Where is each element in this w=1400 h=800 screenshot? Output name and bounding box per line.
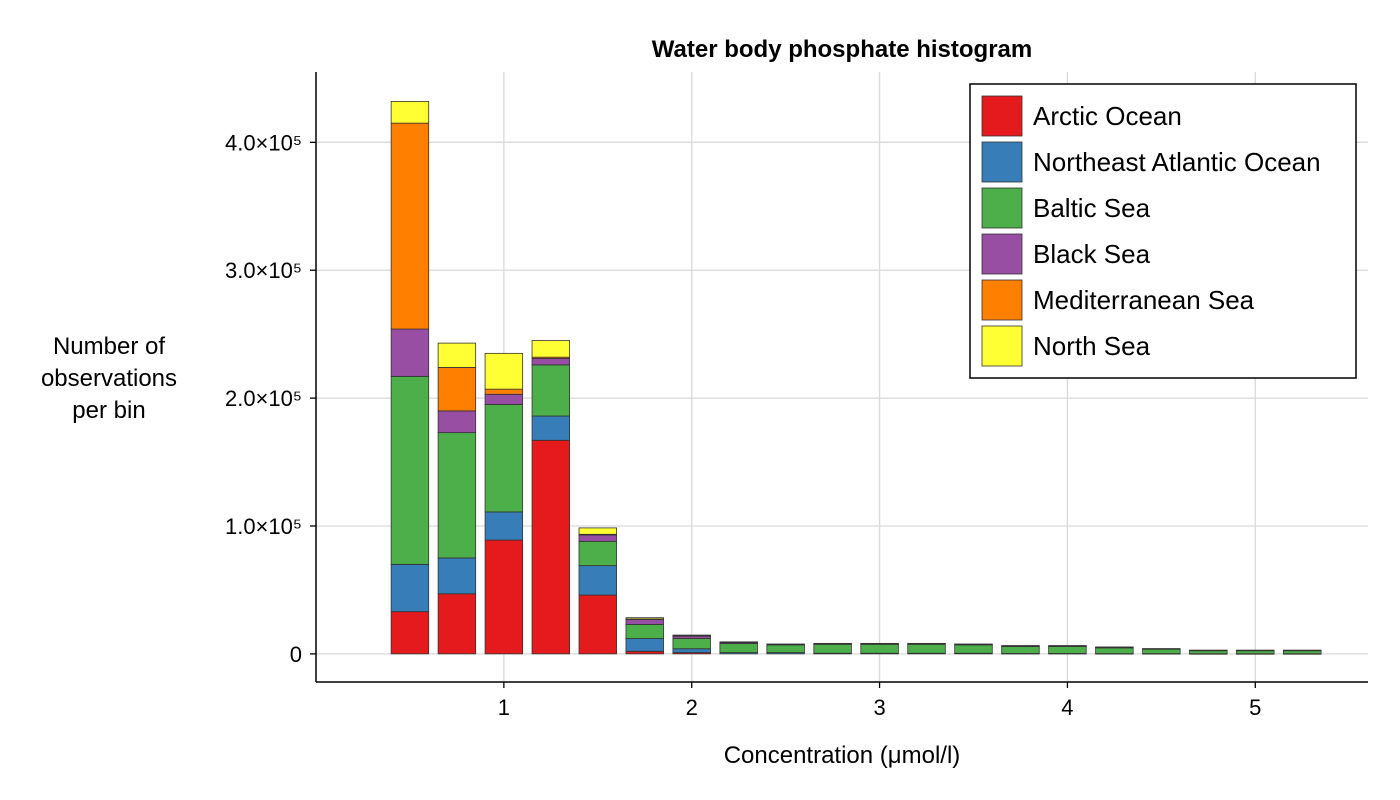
legend-label-mediterranean-sea: Mediterranean Sea	[1033, 285, 1255, 315]
x-tick-label-1: 1	[498, 695, 510, 720]
bar-black-sea-bin-0	[390, 328, 430, 377]
legend-swatch-north-sea	[981, 325, 1023, 367]
bar-north-sea-bin-3	[531, 340, 571, 358]
legend: Arctic Ocean Northeast Atlantic Ocean Balt…	[969, 83, 1357, 379]
bar-north-sea-bin-5	[625, 617, 664, 620]
bar-northeast-atlantic-ocean-bin-2	[484, 511, 524, 541]
y-axis-label-line-2: observations	[41, 365, 177, 392]
legend-swatch-northeast-atlantic-ocean	[981, 141, 1023, 183]
bar-baltic-sea-bin-6	[672, 638, 711, 650]
y-tick-label-1: 1.0×10⁵	[225, 514, 302, 539]
bar-baltic-sea-bin-3	[531, 364, 571, 417]
bar-arctic-ocean-bin-4	[578, 594, 617, 655]
bar-north-sea-bin-4	[578, 527, 617, 535]
bar-black-sea-bin-1	[437, 410, 477, 434]
bar-baltic-sea-bin-2	[484, 404, 524, 513]
legend-label-baltic-sea: Baltic Sea	[1033, 193, 1151, 223]
bar-mediterranean-sea-bin-0	[390, 122, 430, 330]
bar-arctic-ocean-bin-1	[437, 593, 477, 655]
bar-northeast-atlantic-ocean-bin-0	[390, 563, 430, 613]
bar-arctic-ocean-bin-2	[484, 539, 524, 655]
y-axis-label-line-3: per bin	[72, 397, 145, 424]
bar-north-sea-bin-7	[719, 641, 758, 643]
legend-label-arctic-ocean: Arctic Ocean	[1033, 101, 1182, 131]
legend-swatch-baltic-sea	[981, 187, 1023, 229]
y-ticks: 0 1.0×10⁵ 2.0×10⁵ 3.0×10⁵ 4.0×10⁵	[225, 130, 316, 667]
legend-swatch-mediterranean-sea	[981, 279, 1023, 321]
bar-northeast-atlantic-ocean-bin-4	[578, 565, 617, 596]
bar-north-sea-bin-15	[1095, 646, 1134, 648]
bar-north-sea-bin-14	[1048, 645, 1087, 647]
bar-mediterranean-sea-bin-1	[437, 367, 477, 412]
bar-baltic-sea-bin-0	[390, 375, 430, 565]
bars	[390, 101, 1322, 655]
bar-northeast-atlantic-ocean-bin-3	[531, 415, 571, 441]
bar-baltic-sea-bin-4	[578, 540, 617, 567]
bar-baltic-sea-bin-16	[1142, 648, 1181, 655]
x-tick-label-2: 2	[686, 695, 698, 720]
y-axis-label-line-1: Number of	[53, 333, 165, 360]
x-axis-label: Concentration (μmol/l)	[724, 742, 961, 769]
bar-mediterranean-sea-bin-2	[484, 388, 524, 395]
x-tick-label-4: 4	[1061, 695, 1073, 720]
bar-baltic-sea-bin-12	[954, 644, 993, 654]
bar-arctic-ocean-bin-3	[531, 439, 571, 655]
bar-north-sea-bin-9	[813, 642, 852, 645]
bar-baltic-sea-bin-11	[907, 643, 946, 654]
x-tick-label-5: 5	[1249, 695, 1261, 720]
bar-north-sea-bin-18	[1236, 649, 1275, 652]
x-tick-label-3: 3	[873, 695, 885, 720]
bar-north-sea-bin-10	[860, 642, 899, 645]
bar-baltic-sea-bin-15	[1095, 647, 1134, 655]
bar-north-sea-bin-13	[1001, 645, 1040, 647]
bar-north-sea-bin-8	[766, 643, 805, 645]
y-tick-label-4: 4.0×10⁵	[225, 130, 302, 155]
y-tick-label-0: 0	[290, 642, 302, 667]
x-ticks: 1 2 3 4 5	[498, 682, 1261, 720]
bar-baltic-sea-bin-13	[1001, 646, 1040, 654]
bar-baltic-sea-bin-14	[1048, 646, 1087, 654]
bar-black-sea-bin-4	[578, 534, 617, 542]
bar-north-sea-bin-12	[954, 643, 993, 645]
legend-swatch-arctic-ocean	[981, 95, 1023, 137]
y-axis-label: Number of observations per bin	[41, 333, 177, 424]
bar-baltic-sea-bin-9	[813, 643, 852, 654]
bar-baltic-sea-bin-10	[860, 643, 899, 654]
bar-baltic-sea-bin-7	[719, 643, 758, 653]
bar-north-sea-bin-0	[390, 101, 430, 124]
bar-north-sea-bin-16	[1142, 648, 1181, 650]
bar-north-sea-bin-11	[907, 642, 946, 645]
bar-north-sea-bin-1	[437, 342, 477, 368]
bar-black-sea-bin-3	[531, 358, 571, 366]
legend-label-black-sea: Black Sea	[1033, 239, 1151, 269]
bar-black-sea-bin-2	[484, 393, 524, 405]
y-tick-label-3: 3.0×10⁵	[225, 258, 302, 283]
legend-label-northeast-atlantic-ocean: Northeast Atlantic Ocean	[1033, 147, 1321, 177]
bar-baltic-sea-bin-5	[625, 624, 664, 639]
axes	[315, 72, 1368, 683]
chart-title: Water body phosphate histogram	[652, 36, 1032, 63]
bar-north-sea-bin-6	[672, 634, 711, 637]
bar-north-sea-bin-2	[484, 352, 524, 390]
bar-north-sea-bin-19	[1283, 649, 1322, 652]
bar-northeast-atlantic-ocean-bin-5	[625, 638, 664, 652]
bar-black-sea-bin-5	[625, 618, 664, 625]
legend-box	[969, 83, 1357, 379]
legend-swatch-black-sea	[981, 233, 1023, 275]
bar-baltic-sea-bin-8	[766, 644, 805, 653]
bar-northeast-atlantic-ocean-bin-1	[437, 557, 477, 595]
y-tick-label-2: 2.0×10⁵	[225, 386, 302, 411]
bar-arctic-ocean-bin-0	[390, 611, 430, 655]
bar-baltic-sea-bin-1	[437, 432, 477, 559]
bar-northeast-atlantic-ocean-bin-6	[672, 648, 711, 653]
legend-label-north-sea: North Sea	[1033, 331, 1151, 361]
bar-north-sea-bin-17	[1189, 649, 1228, 652]
